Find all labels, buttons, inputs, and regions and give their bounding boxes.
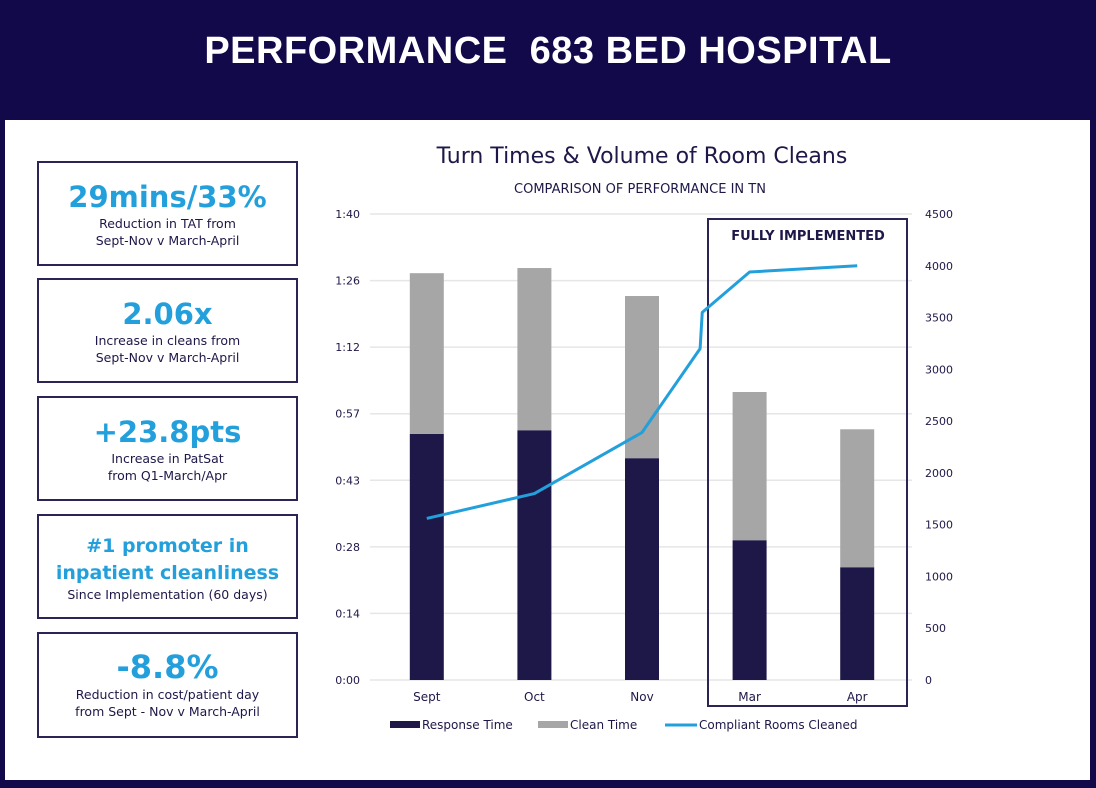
page-title: PERFORMANCE 683 BED HOSPITAL	[204, 30, 892, 72]
kpi-desc: from Q1-March/Apr	[107, 468, 228, 483]
kpi-card-cost: -8.8% Reduction in cost/patient day from…	[37, 632, 298, 738]
kpi-desc: Increase in PatSat	[111, 451, 224, 466]
kpi-value: 29mins/33%	[68, 180, 267, 214]
kpi-value: 2.06x	[122, 297, 213, 331]
kpi-card-promoter: #1 promoter in inpatient cleanliness Sin…	[37, 514, 298, 619]
kpi-value: +23.8pts	[93, 415, 242, 449]
kpi-value: #1 promoter in	[86, 535, 249, 557]
kpi-desc: Sept-Nov v March-April	[95, 350, 240, 365]
kpi-card-patsat: +23.8pts Increase in PatSat from Q1-Marc…	[37, 396, 298, 501]
kpi-card-tat: 29mins/33% Reduction in TAT from Sept-No…	[37, 161, 298, 266]
header-banner: PERFORMANCE 683 BED HOSPITAL	[0, 0, 1096, 118]
kpi-desc: from Sept - Nov v March-April	[75, 704, 260, 719]
kpi-value: inpatient cleanliness	[55, 562, 280, 584]
kpi-desc: Since Implementation (60 days)	[67, 587, 268, 602]
kpi-desc: Reduction in cost/patient day	[75, 687, 260, 702]
kpi-value: -8.8%	[116, 648, 219, 686]
kpi-card-cleans: 2.06x Increase in cleans from Sept-Nov v…	[37, 278, 298, 383]
kpi-desc: Increase in cleans from	[94, 333, 241, 348]
kpi-desc: Reduction in TAT from	[99, 216, 236, 231]
kpi-desc: Sept-Nov v March-April	[95, 233, 240, 248]
